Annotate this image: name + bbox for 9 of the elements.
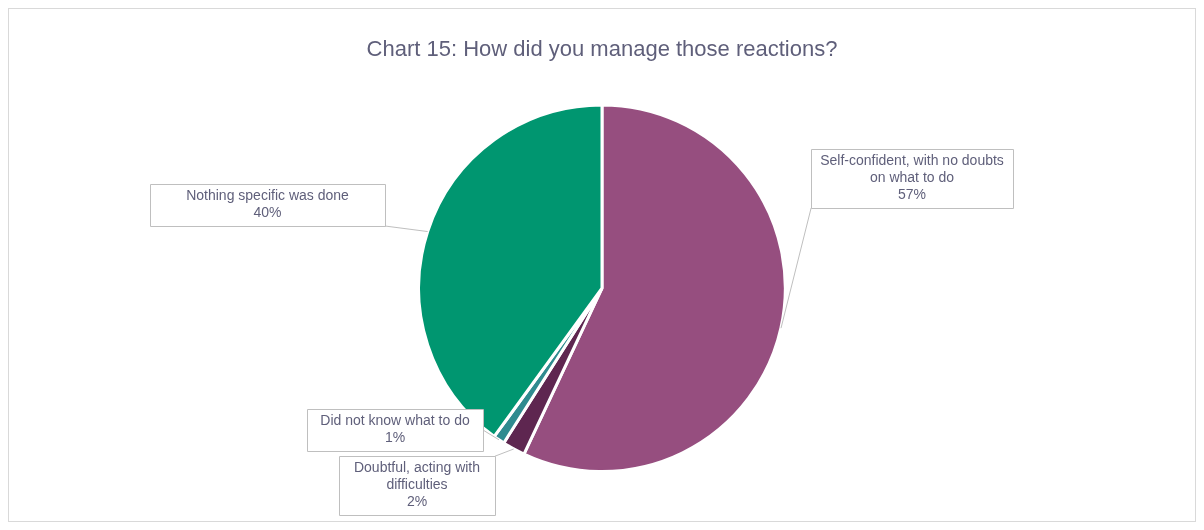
slice-label: Doubtful, acting with difficulties (353, 459, 481, 493)
data-label: 40% (253, 204, 282, 221)
chart-title: Chart 15: How did you manage those reactions? (366, 36, 838, 62)
data-label: 2% (406, 493, 428, 510)
slice-label: Did not know what to do (320, 412, 470, 429)
slice-label: Nothing specific was done (186, 187, 350, 204)
data-label: 1% (384, 429, 406, 446)
slice-label: Self-confident, with no doubts on what to do (820, 152, 1004, 186)
data-label: 57% (897, 186, 927, 203)
